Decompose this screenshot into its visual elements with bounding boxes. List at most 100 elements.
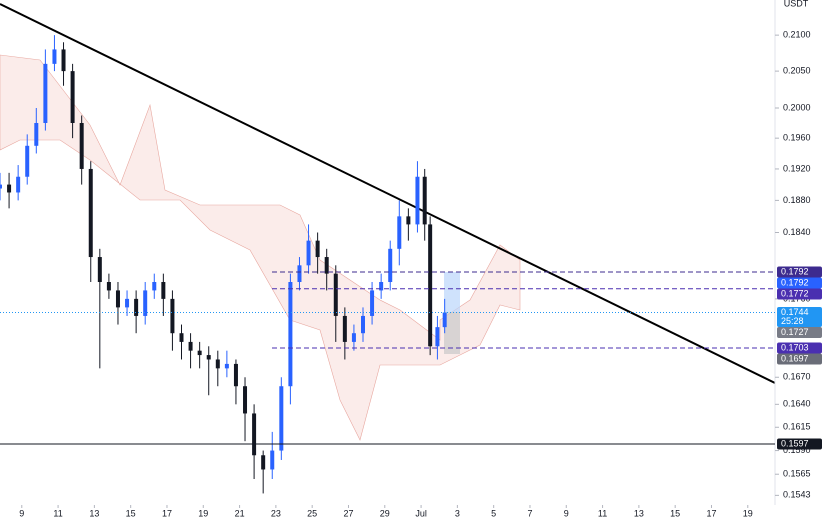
candle-body — [422, 176, 427, 225]
candle-body — [43, 63, 48, 123]
ichimoku-cloud — [0, 54, 521, 441]
candle-body — [152, 282, 157, 291]
y-tick-label: 0.1920 — [783, 163, 811, 173]
x-tick-label: 17 — [706, 508, 716, 518]
candle-body — [188, 341, 193, 351]
price-tag-box — [777, 288, 822, 300]
price-tag: 0.1597 — [777, 438, 822, 450]
x-tick-label: 19 — [198, 508, 208, 518]
price-tag-label: 0.1792 — [781, 277, 809, 287]
candle-body — [324, 257, 329, 274]
candle-body — [252, 413, 257, 456]
x-tick-label: 29 — [380, 508, 390, 518]
price-tag-label: 0.1597 — [781, 438, 809, 448]
candle-body — [397, 216, 402, 249]
candle-body — [261, 455, 266, 470]
currency-label: USDT — [784, 0, 809, 8]
candle-body — [125, 298, 130, 308]
y-tick-label: 0.1640 — [783, 399, 811, 409]
candle-body — [297, 265, 302, 283]
candle-body — [379, 282, 384, 291]
x-tick-label: 13 — [89, 508, 99, 518]
x-tick-label: 9 — [19, 508, 24, 518]
candle-body — [52, 49, 57, 64]
y-tick-label: 0.2000 — [783, 102, 811, 112]
candle-body — [34, 122, 39, 146]
x-tick-label: 9 — [564, 508, 569, 518]
candle-body — [270, 450, 275, 470]
x-tick-label: 11 — [53, 508, 62, 518]
candle-body — [315, 240, 320, 258]
price-tag-label: 0.1772 — [781, 288, 809, 298]
y-tick-label: 0.1670 — [783, 372, 811, 382]
y-tick-label: 0.1840 — [783, 227, 811, 237]
candle-body — [360, 315, 365, 334]
candle-body — [215, 359, 220, 369]
y-tick-label: 0.2100 — [783, 30, 811, 40]
candle-body — [179, 333, 184, 342]
candle-body — [288, 282, 293, 387]
candle-body — [16, 176, 21, 193]
x-tick-label: 13 — [634, 508, 644, 518]
trend-line — [0, 3, 776, 384]
y-tick-label: 0.2050 — [783, 65, 811, 75]
price-tag-box — [777, 327, 822, 339]
candle-body — [70, 71, 75, 123]
countdown: 25:28 — [781, 316, 804, 326]
candle-body — [79, 122, 84, 169]
candle-body — [388, 248, 393, 283]
x-tick-label: 21 — [235, 508, 245, 518]
candle-body — [342, 315, 347, 342]
candle-body — [442, 312, 447, 328]
price-tag-label: 0.1697 — [781, 353, 809, 363]
price-tag-box — [777, 266, 822, 278]
price-tag: 0.1772 — [777, 288, 822, 300]
candle-body — [333, 273, 338, 316]
price-tag: 0.1697 — [777, 353, 822, 365]
candle-body — [279, 386, 284, 451]
price-tag-box — [777, 438, 822, 450]
x-tick-label: 25 — [307, 508, 317, 518]
candle-body — [170, 298, 175, 334]
candle-body — [0, 184, 2, 189]
candle-body — [134, 298, 139, 316]
candle-body — [243, 386, 248, 414]
candle-body — [428, 224, 433, 347]
price-tag: 0.1792 — [777, 277, 822, 289]
candle-body — [306, 240, 311, 266]
candle-body — [224, 363, 229, 369]
candle-body — [197, 350, 202, 356]
price-tag-box — [777, 353, 822, 365]
x-tick-label: 15 — [670, 508, 680, 518]
candle-body — [206, 355, 211, 360]
price-tag: 0.1792 — [777, 266, 822, 278]
candle-body — [97, 257, 102, 283]
price-tag-label: 0.1792 — [781, 266, 809, 276]
price-tag-box — [777, 277, 822, 289]
price-tag-label: 0.1703 — [781, 342, 809, 352]
candle-body — [370, 290, 375, 316]
candle-body — [415, 176, 420, 225]
candle-body — [25, 145, 30, 177]
candle-body — [143, 290, 148, 316]
x-tick-label: 23 — [271, 508, 281, 518]
x-tick-label: 11 — [598, 508, 607, 518]
candle-body — [435, 327, 440, 347]
x-tick-label: 3 — [455, 508, 460, 518]
y-tick-label: 0.1615 — [783, 422, 811, 432]
price-tag: 0.1703 — [777, 342, 822, 354]
x-tick-label: 5 — [491, 508, 496, 518]
candle-body — [88, 168, 93, 258]
x-tick-label: 27 — [343, 508, 353, 518]
candle-body — [406, 216, 411, 225]
y-tick-label: 0.1565 — [783, 469, 811, 479]
candle-body — [161, 282, 166, 299]
position-box — [444, 272, 460, 312]
position-box — [444, 312, 460, 354]
candle-body — [61, 49, 66, 72]
x-tick-label: 17 — [162, 508, 172, 518]
y-tick-label: 0.1960 — [783, 133, 811, 143]
candle-body — [7, 184, 12, 193]
